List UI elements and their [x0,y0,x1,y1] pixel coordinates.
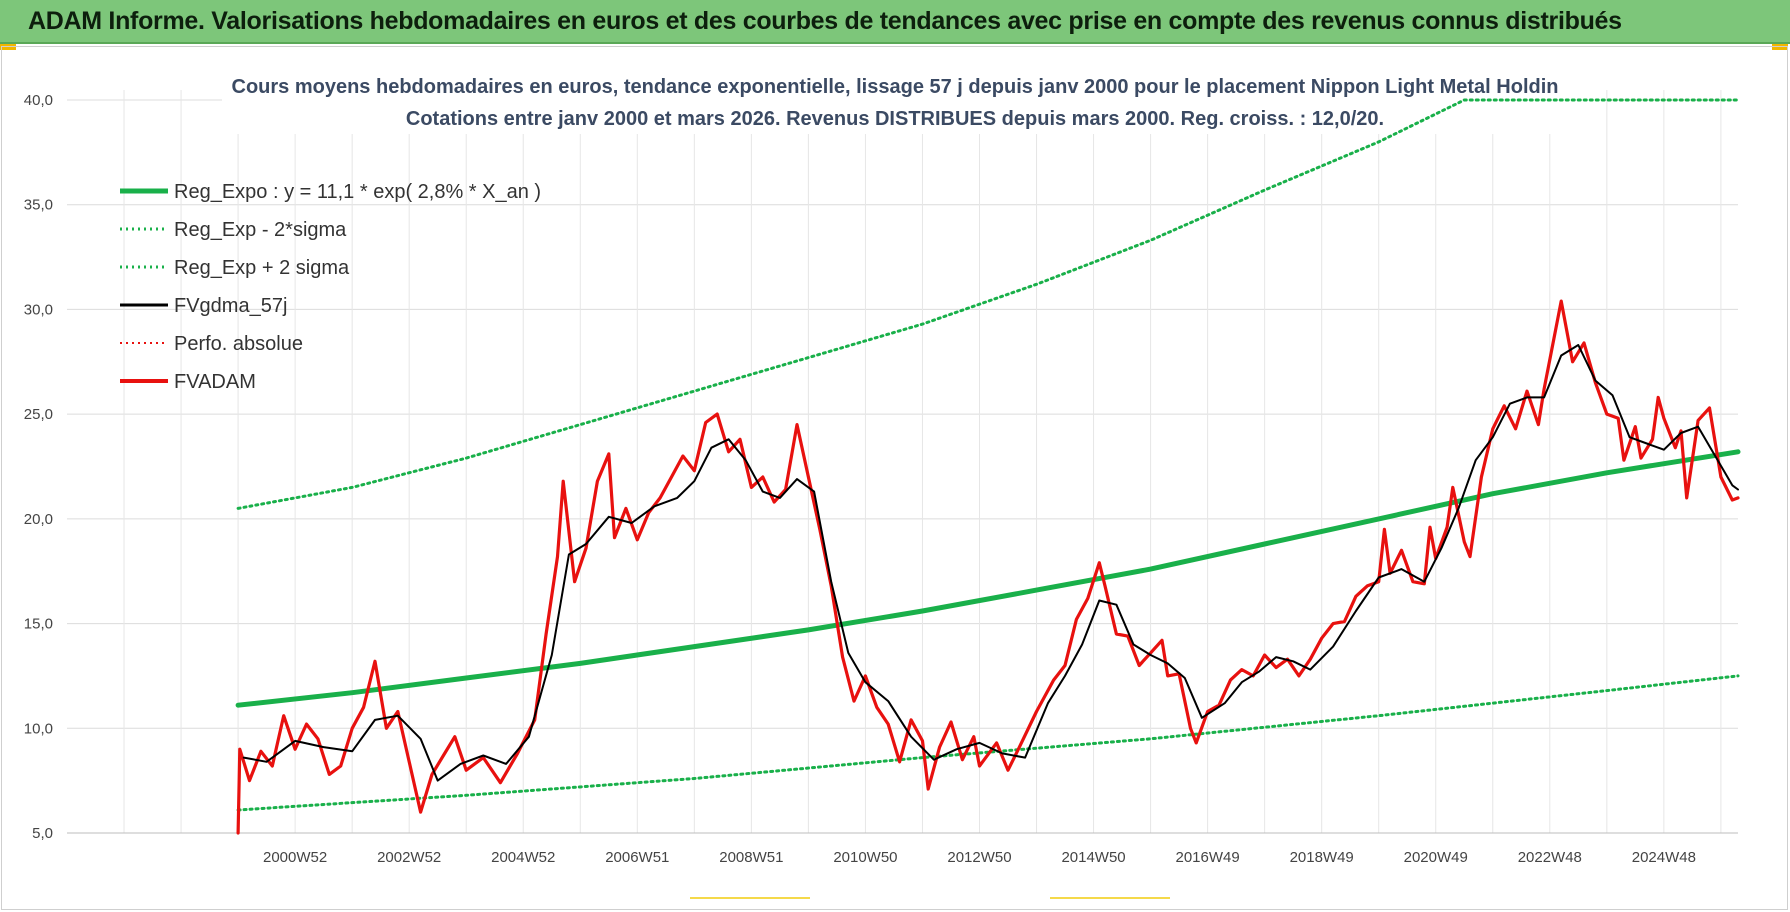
legend-entry: FVgdma_57j [174,295,287,317]
series-group [235,98,1741,835]
y-tick-label: 35,0 [24,197,53,214]
chart-title: Cours moyens hebdomadaires en euros, ten… [232,76,1559,98]
x-tick-label: 2000W52 [263,849,327,866]
legend-entry: Reg_Expo : y = 11,1 * exp( 2,8% * X_an ) [174,181,541,203]
x-tick-label: 2010W50 [833,849,897,866]
banner-title: ADAM Informe. Valorisations hebdomadaire… [28,7,1622,35]
legend-entry: Perfo. absolue [174,333,303,355]
x-tick-label: 2012W50 [947,849,1011,866]
x-tick-label: 2006W51 [605,849,669,866]
bottom-mark-1 [690,897,810,899]
x-tick-label: 2014W50 [1061,849,1125,866]
legend-entry: Reg_Exp + 2 sigma [174,257,350,279]
x-tick-label: 2016W49 [1176,849,1240,866]
series-line-3 [242,344,1739,782]
y-tick-label: 15,0 [24,616,53,633]
x-tick-label: 2018W49 [1290,849,1354,866]
chart-frame [1,46,1788,910]
legend-entry: Reg_Exp - 2*sigma [174,219,347,241]
x-tick-label: 2004W52 [491,849,555,866]
chart-subtitle: Cotations entre janv 2000 et mars 2026. … [406,108,1384,130]
y-axis-ticks: 5,0 10,0 15,0 20,0 25,0 30,0 35,0 40,0 [24,92,53,842]
y-tick-label: 20,0 [24,511,53,528]
series-line-1 [236,674,1740,812]
y-tick-label: 10,0 [24,720,53,737]
y-tick-label: 30,0 [24,301,53,318]
series-line-2 [236,98,1740,510]
title-background [222,56,1602,134]
corner-mark-left [0,44,16,50]
series-line-0 [235,449,1741,708]
x-axis-ticks: 2000W52 2002W52 2004W52 2006W51 2008W51 2010W… [263,849,1696,866]
legend: Reg_Expo : y = 11,1 * exp( 2,8% * X_an )… [120,181,541,393]
x-tick-label: 2008W51 [719,849,783,866]
y-tick-label: 40,0 [24,92,53,109]
report-banner: ADAM Informe. Valorisations hebdomadaire… [0,0,1790,44]
bottom-mark-2 [1050,897,1170,899]
x-tick-label: 2024W48 [1632,849,1696,866]
x-tick-label: 2020W49 [1404,849,1468,866]
legend-entry: FVADAM [174,371,256,393]
corner-mark-right [1772,44,1788,50]
x-tick-label: 2002W52 [377,849,441,866]
y-tick-label: 25,0 [24,406,53,423]
y-tick-label: 5,0 [32,825,53,842]
gridlines [67,90,1738,834]
x-tick-label: 2022W48 [1518,849,1582,866]
series-line-5 [236,299,1740,835]
